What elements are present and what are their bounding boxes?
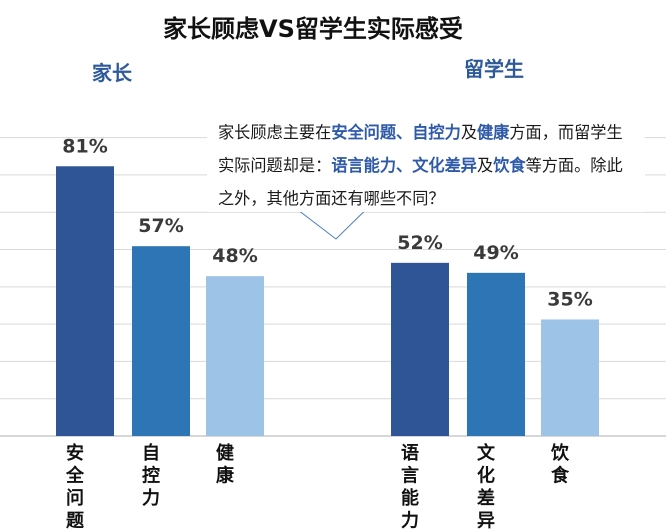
category-char: 文 bbox=[477, 442, 496, 464]
callout-keyword: 饮食 bbox=[493, 156, 526, 175]
category-char: 力 bbox=[142, 488, 160, 509]
category-char: 语 bbox=[401, 443, 419, 464]
category-char: 言 bbox=[401, 465, 419, 487]
category-char: 食 bbox=[550, 465, 570, 487]
bar-0-0 bbox=[56, 166, 114, 436]
bars bbox=[56, 166, 599, 436]
bar-1-1 bbox=[467, 272, 525, 436]
chart-title: 家长顾虑VS留学生实际感受 bbox=[163, 15, 463, 43]
callout-keyword: 语言能力、文化差异 bbox=[331, 156, 477, 175]
bar-0-1 bbox=[132, 246, 190, 436]
category-char: 力 bbox=[401, 511, 419, 531]
callout-box: 家长顾虑主要在安全问题、自控力及健康方面，而留学生实际问题却是：语言能力、文化差… bbox=[207, 100, 645, 212]
bar-0-2 bbox=[206, 276, 264, 436]
data-label-1-2: 35% bbox=[547, 288, 592, 310]
category-char: 自 bbox=[142, 442, 160, 464]
callout-text: 及 bbox=[460, 123, 477, 142]
category-char: 题 bbox=[66, 511, 85, 531]
data-label-0-2: 48% bbox=[212, 245, 257, 267]
category-char: 饮 bbox=[550, 442, 570, 464]
category-char: 健 bbox=[216, 442, 234, 464]
category-char: 控 bbox=[142, 465, 160, 487]
callout-text: 及 bbox=[477, 156, 494, 175]
data-label-1-0: 52% bbox=[397, 232, 442, 254]
group-label-students: 留学生 bbox=[464, 57, 524, 81]
category-char: 异 bbox=[477, 511, 495, 531]
bar-1-2 bbox=[541, 319, 599, 436]
callout-text: 等方面。除此之外，其他方面还有哪些不同？ bbox=[218, 156, 623, 208]
category-char: 能 bbox=[401, 487, 419, 509]
data-label-0-0: 81% bbox=[62, 135, 107, 157]
category-label-1-2: 饮食 bbox=[550, 442, 570, 487]
category-label-1-0: 语言能力 bbox=[401, 443, 419, 531]
group-label-parents: 家长 bbox=[92, 61, 133, 85]
category-char: 差 bbox=[477, 487, 495, 509]
category-char: 问 bbox=[66, 488, 84, 509]
category-label-1-1: 文化差异 bbox=[477, 442, 496, 531]
callout-text: 方面，而留学生实际问题却是： bbox=[218, 123, 623, 175]
category-label-0-2: 健康 bbox=[216, 442, 235, 487]
category-char: 安 bbox=[66, 442, 84, 464]
data-label-1-1: 49% bbox=[473, 242, 518, 264]
category-char: 康 bbox=[216, 465, 235, 487]
callout-text: 家长顾虑主要在 bbox=[218, 123, 332, 142]
category-label-0-0: 安全问题 bbox=[65, 442, 85, 531]
bar-1-0 bbox=[391, 262, 449, 436]
callout-keyword: 安全问题、自控力 bbox=[331, 123, 461, 142]
data-label-0-1: 57% bbox=[138, 215, 183, 237]
category-char: 全 bbox=[65, 465, 85, 487]
category-char: 化 bbox=[477, 465, 495, 487]
callout-keyword: 健康 bbox=[477, 123, 510, 142]
category-label-0-1: 自控力 bbox=[142, 442, 160, 509]
